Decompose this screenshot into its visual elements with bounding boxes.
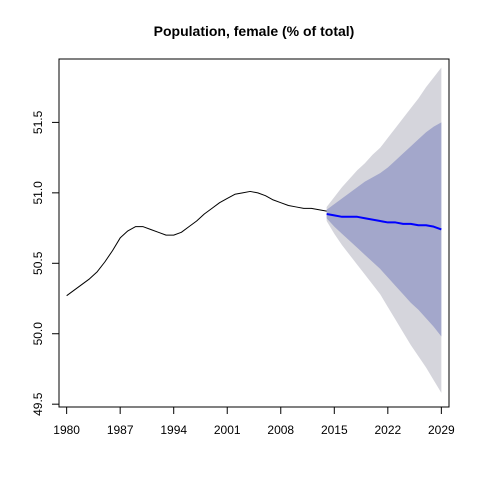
x-tick-label: 1994: [160, 423, 187, 437]
x-axis: 1980 1987 1994 2001 2008 2015 2022 2029: [53, 406, 455, 437]
x-tick-label: 1980: [53, 423, 80, 437]
x-tick-label: 2015: [321, 423, 348, 437]
x-tick-label: 2001: [214, 423, 241, 437]
x-tick-label: 2022: [374, 423, 401, 437]
y-tick-label: 50.5: [31, 251, 45, 275]
forecast-intervals: [326, 67, 442, 393]
y-tick-label: 50.0: [31, 322, 45, 346]
y-tick-label: 51.5: [31, 110, 45, 134]
x-tick-label: 2029: [428, 423, 455, 437]
y-tick-label: 49.5: [31, 392, 45, 416]
x-tick-label: 1987: [107, 423, 134, 437]
data-lines: [66, 190, 442, 297]
x-tick-label: 2008: [267, 423, 294, 437]
y-tick-label: 51.0: [31, 181, 45, 205]
forecast-line: [326, 212, 442, 231]
y-axis: 49.5 50.0 50.5 51.0 51.5: [31, 110, 60, 416]
history-line: [66, 190, 327, 297]
interval-80-band: [326, 122, 442, 337]
chart-title: Population, female (% of total): [154, 23, 355, 39]
